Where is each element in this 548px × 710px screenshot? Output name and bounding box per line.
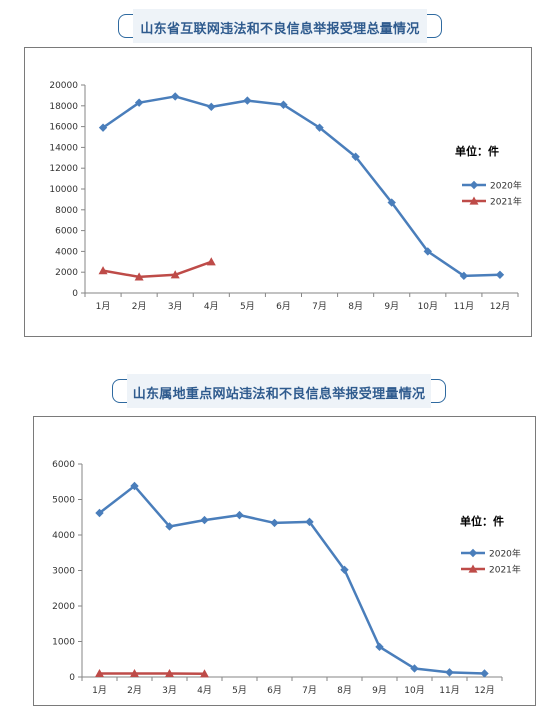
- data-point: [171, 92, 180, 101]
- legend-label-1: 2020年: [489, 548, 521, 560]
- data-point: [95, 668, 104, 678]
- x-tick-label: 2月: [127, 685, 142, 696]
- data-point: [134, 98, 144, 107]
- chart-2-title: 山东属地重点网站违法和不良信息举报受理量情况: [132, 387, 426, 402]
- data-point: [387, 198, 396, 207]
- y-tick-label: 16000: [49, 123, 78, 133]
- x-tick-label: 9月: [372, 685, 387, 696]
- data-point: [130, 668, 139, 678]
- unit-label: 单位：件: [455, 144, 499, 158]
- x-tick-label: 10月: [418, 301, 438, 312]
- data-point: [243, 96, 252, 105]
- data-point: [207, 102, 216, 112]
- y-tick-label: 5000: [52, 496, 75, 506]
- y-tick-label: 14000: [49, 143, 78, 153]
- y-tick-label: 2000: [52, 602, 75, 612]
- chart-1-frame: 0 2000 4000 6000 8000 10000 12000 14000 16000 180…: [24, 47, 532, 337]
- legend-label-2: 2021年: [489, 564, 521, 576]
- x-tick-label: 1月: [92, 685, 107, 696]
- x-tick-label: 5月: [240, 301, 255, 312]
- y-tick-label: 2000: [55, 268, 78, 278]
- data-point: [270, 518, 279, 528]
- legend-label-2: 2021年: [490, 196, 522, 208]
- chart-1-banner: 山东省互联网违法和不良信息举报受理总量情况: [118, 9, 442, 43]
- legend-marker: [468, 564, 478, 573]
- data-point: [206, 257, 216, 266]
- x-tick-label: 8月: [348, 301, 363, 312]
- x-tick-label: 12月: [474, 685, 494, 696]
- y-tick-label: 12000: [49, 164, 78, 174]
- x-tick-label: 9月: [384, 301, 399, 312]
- x-tick-label: 11月: [454, 301, 474, 312]
- y-tick-label: 4000: [55, 247, 78, 257]
- data-point: [410, 664, 419, 673]
- x-tick-label: 12月: [490, 301, 510, 312]
- legend-marker: [469, 180, 479, 190]
- x-tick-label: 1月: [96, 301, 111, 312]
- series-line-1: [102, 95, 500, 278]
- chart-2-frame: 0 1000 2000 3000 4000 5000 6000 1月 2月 3月 4月 5月 6月 7月 8…: [33, 416, 536, 706]
- data-point: [495, 270, 505, 279]
- x-tick-label: 2月: [132, 301, 147, 312]
- y-tick-label: 0: [69, 673, 75, 683]
- x-tick-label: 3月: [168, 301, 183, 312]
- chart-section-1: 山东省互联网违法和不良信息举报受理总量情况 0 2000 4000 6000 8000 1…: [0, 0, 548, 340]
- data-point: [165, 668, 174, 678]
- chart-1-title: 山东省互联网违法和不良信息举报受理总量情况: [140, 22, 420, 37]
- x-tick-label: 7月: [312, 301, 327, 312]
- unit-label: 单位：件: [460, 514, 504, 528]
- data-point: [351, 152, 360, 161]
- data-point: [130, 481, 139, 491]
- y-tick-label: 6000: [52, 460, 75, 470]
- data-point: [315, 123, 324, 132]
- data-point: [98, 266, 108, 275]
- y-tick-label: 10000: [49, 185, 78, 195]
- legend-marker: [468, 548, 478, 558]
- x-tick-label: 6月: [276, 301, 291, 312]
- series-line-2: [102, 260, 212, 279]
- x-tick-label: 8月: [337, 685, 352, 696]
- legend-label-1: 2020年: [490, 180, 522, 192]
- y-tick-label: 6000: [55, 227, 78, 237]
- x-tick-label: 5月: [232, 685, 247, 696]
- x-tick-label: 4月: [204, 301, 219, 312]
- y-tick-label: 18000: [49, 102, 78, 112]
- data-point: [134, 272, 144, 281]
- data-point: [235, 510, 244, 520]
- x-tick-label: 3月: [162, 685, 177, 696]
- chart-2-banner: 山东属地重点网站违法和不良信息举报受理量情况: [112, 374, 446, 408]
- y-tick-label: 8000: [55, 206, 78, 216]
- y-tick-label: 20000: [49, 81, 78, 91]
- x-tick-label: 10月: [404, 685, 424, 696]
- series-line-1: [98, 484, 485, 675]
- data-point: [279, 100, 288, 109]
- data-point: [445, 668, 454, 677]
- x-tick-label: 4月: [197, 685, 212, 696]
- data-point: [98, 123, 108, 132]
- y-tick-label: 4000: [52, 531, 75, 541]
- data-point: [305, 517, 314, 527]
- y-tick-label: 3000: [52, 567, 75, 577]
- chart-1-plot: 0 2000 4000 6000 8000 10000 12000 14000 16000 180…: [49, 81, 522, 312]
- chart-2-plot: 0 1000 2000 3000 4000 5000 6000 1月 2月 3月 4月 5月 6月 7月 8…: [52, 460, 521, 696]
- legend-marker: [469, 196, 479, 205]
- data-point: [200, 515, 209, 525]
- data-point: [170, 270, 180, 279]
- x-tick-label: 11月: [439, 685, 459, 696]
- y-tick-label: 0: [72, 289, 78, 299]
- x-tick-label: 7月: [302, 685, 317, 696]
- y-tick-label: 1000: [52, 638, 75, 648]
- data-point: [423, 247, 432, 256]
- data-point: [95, 508, 104, 518]
- data-point: [200, 669, 209, 678]
- x-tick-label: 6月: [267, 685, 282, 696]
- data-point: [480, 669, 489, 678]
